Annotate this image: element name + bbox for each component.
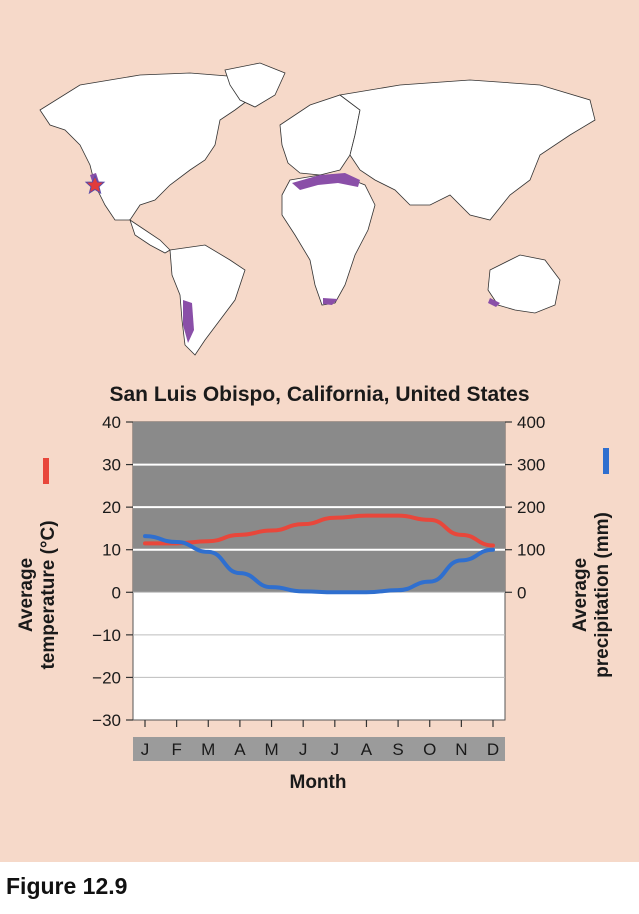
x-tick-label: M bbox=[201, 740, 215, 759]
right-tick-label: 100 bbox=[517, 541, 545, 560]
right-axis-title-line1: Average bbox=[570, 558, 591, 632]
temperature-series-line bbox=[143, 513, 495, 548]
north-america-landmass bbox=[39, 72, 256, 221]
left-axis-title: Average temperature (°C) bbox=[16, 520, 59, 669]
europe-landmass bbox=[279, 94, 361, 176]
x-tick-label: A bbox=[234, 740, 246, 759]
asia-landmass bbox=[339, 79, 596, 221]
south-africa-mediterranean-zone bbox=[323, 298, 338, 305]
world-map bbox=[39, 62, 596, 356]
africa-landmass bbox=[281, 174, 376, 306]
right-axis-title: Average precipitation (mm) bbox=[570, 512, 613, 678]
left-tick-label: 10 bbox=[102, 541, 121, 560]
precipitation-legend-swatch bbox=[603, 448, 609, 474]
month-band bbox=[133, 737, 505, 761]
chile-mediterranean-zone bbox=[183, 300, 194, 343]
precipitation-series-line bbox=[143, 534, 495, 595]
left-tick-label: 40 bbox=[102, 413, 121, 432]
left-tick-label: −20 bbox=[92, 668, 121, 687]
x-tick-label: J bbox=[331, 740, 340, 759]
x-tick-label: A bbox=[361, 740, 373, 759]
temperature-legend-swatch bbox=[43, 458, 49, 484]
left-axis-title-line2: temperature (°C) bbox=[38, 520, 59, 669]
left-tick-label: 0 bbox=[112, 583, 121, 602]
right-tick-label: 0 bbox=[517, 583, 526, 602]
right-tick-label: 300 bbox=[517, 456, 545, 475]
central-america-landmass bbox=[129, 219, 171, 254]
south-america-landmass bbox=[169, 244, 246, 356]
star-icon bbox=[84, 174, 106, 195]
left-tick-label: 30 bbox=[102, 456, 121, 475]
x-tick-label: D bbox=[487, 740, 499, 759]
x-tick-label: J bbox=[141, 740, 150, 759]
x-tick-label: S bbox=[392, 740, 403, 759]
left-tick-label: −10 bbox=[92, 626, 121, 645]
left-axis-title-line1: Average bbox=[16, 558, 37, 632]
right-axis-title-line2: precipitation (mm) bbox=[592, 512, 613, 678]
chart-title: San Luis Obispo, California, United Stat… bbox=[109, 383, 530, 406]
x-tick-label: N bbox=[455, 740, 467, 759]
right-tick-label: 200 bbox=[517, 498, 545, 517]
greenland-landmass bbox=[224, 62, 286, 108]
australia-landmass bbox=[487, 254, 561, 314]
x-axis-title: Month bbox=[290, 772, 347, 793]
x-tick-label: J bbox=[299, 740, 308, 759]
x-tick-label: M bbox=[264, 740, 278, 759]
left-tick-label: 20 bbox=[102, 498, 121, 517]
mediterranean-zone bbox=[292, 173, 360, 190]
figure-caption: Figure 12.9 bbox=[6, 873, 128, 899]
left-tick-label: −30 bbox=[92, 711, 121, 730]
x-tick-label: F bbox=[171, 740, 181, 759]
australia-mediterranean-zone bbox=[488, 298, 500, 307]
x-tick-label: O bbox=[423, 740, 436, 759]
right-tick-label: 400 bbox=[517, 413, 545, 432]
